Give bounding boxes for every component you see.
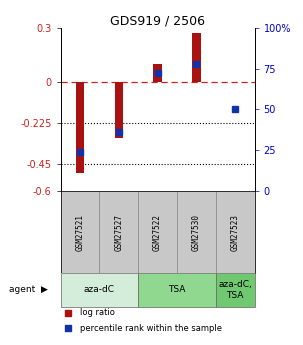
Text: agent  ▶: agent ▶	[9, 285, 48, 294]
Text: GSM27530: GSM27530	[192, 214, 201, 251]
Text: GSM27522: GSM27522	[153, 214, 162, 251]
Bar	[115, 82, 123, 138]
Text: aza-dC,
TSA: aza-dC, TSA	[218, 280, 252, 299]
Text: log ratio: log ratio	[80, 308, 115, 317]
Bar	[192, 33, 201, 82]
Bar	[99, 191, 138, 273]
Bar	[61, 191, 99, 273]
Bar	[216, 191, 255, 273]
Bar	[61, 273, 138, 306]
Text: percentile rank within the sample: percentile rank within the sample	[80, 324, 222, 333]
Text: GSM27527: GSM27527	[114, 214, 123, 251]
Text: GSM27521: GSM27521	[75, 214, 85, 251]
Text: aza-dC: aza-dC	[84, 285, 115, 294]
Bar	[76, 82, 84, 173]
Text: GSM27523: GSM27523	[231, 214, 240, 251]
Bar	[138, 191, 177, 273]
Bar	[216, 273, 255, 306]
Bar	[153, 64, 162, 82]
Title: GDS919 / 2506: GDS919 / 2506	[110, 14, 205, 28]
Bar	[138, 273, 216, 306]
Text: TSA: TSA	[168, 285, 186, 294]
Bar	[177, 191, 216, 273]
